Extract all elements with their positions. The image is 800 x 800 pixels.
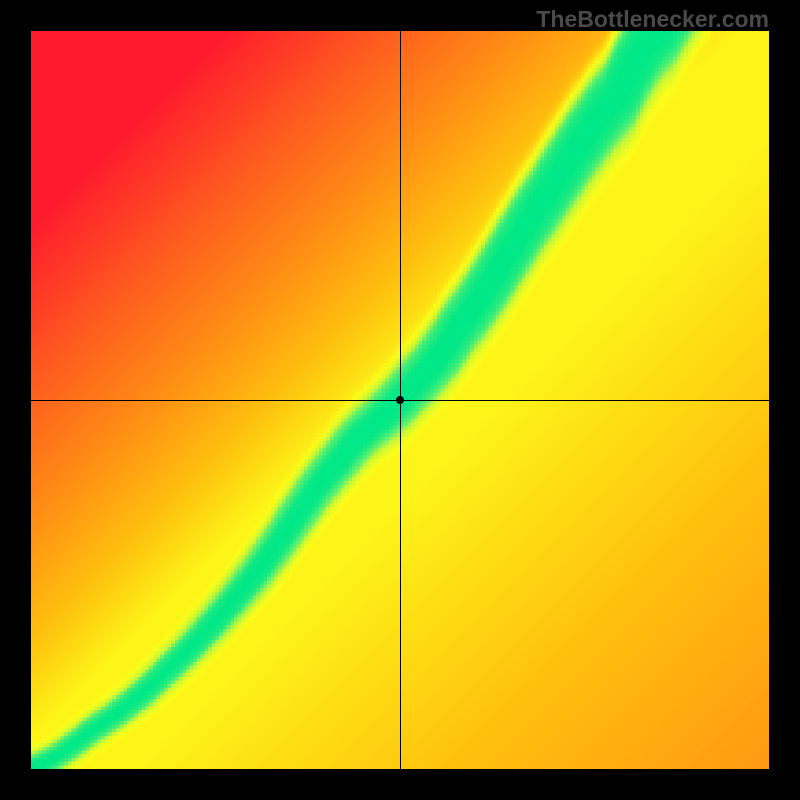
watermark-text: TheBottlenecker.com bbox=[536, 6, 769, 33]
crosshair-marker bbox=[396, 396, 404, 404]
chart-container: TheBottlenecker.com bbox=[0, 0, 800, 800]
